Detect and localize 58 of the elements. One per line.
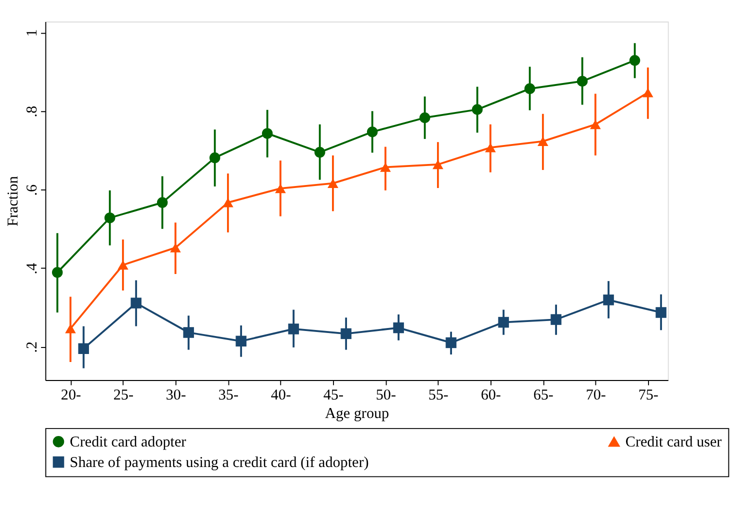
x-tick-label: 35- (218, 387, 238, 404)
point (170, 243, 181, 252)
point (52, 267, 63, 278)
point (262, 128, 273, 139)
point (65, 324, 76, 334)
point (432, 160, 444, 170)
x-tick-label: 45- (323, 387, 344, 404)
point (498, 316, 509, 328)
y-tick-label: .6 (24, 184, 40, 196)
point (576, 76, 588, 87)
point (209, 152, 220, 164)
point (236, 336, 246, 347)
legend-label: Credit card adopter (70, 434, 186, 450)
x-tick-label: 40- (270, 387, 291, 404)
point (538, 136, 548, 146)
y-tick-label: .4 (24, 262, 40, 274)
point (222, 198, 234, 208)
legend-label: Share of payments using a credit card (if adopter) (70, 454, 369, 471)
y-tick-label: .8 (24, 106, 40, 118)
x-tick-label: 75- (638, 387, 658, 404)
legend-label: Credit card user (625, 434, 722, 451)
point (275, 184, 286, 194)
x-tick-label: 20- (60, 387, 81, 404)
point (485, 142, 496, 152)
point (380, 162, 391, 172)
point (603, 294, 614, 306)
point (118, 260, 128, 270)
point (446, 337, 456, 348)
point (340, 328, 352, 340)
x-tick-label: 50- (376, 387, 396, 404)
x-tick-label: 25- (113, 387, 134, 404)
point (524, 83, 536, 94)
point (78, 343, 89, 354)
x-axis-title: Age group (325, 406, 390, 422)
x-tick-label: 55- (428, 387, 448, 404)
point (472, 104, 483, 115)
x-tick-label: 60- (480, 387, 501, 404)
point (629, 55, 640, 66)
x-tick-label: 65- (533, 387, 554, 404)
point (130, 298, 142, 308)
point (104, 212, 116, 224)
y-tick-label: 1 (24, 29, 40, 37)
point (550, 314, 562, 325)
point (656, 307, 666, 318)
point (328, 178, 338, 188)
point (314, 146, 326, 158)
point (366, 126, 378, 138)
point (419, 112, 430, 124)
point (156, 197, 168, 208)
x-tick-label: 30- (166, 387, 186, 404)
y-axis-title: Fraction (5, 176, 22, 226)
point (393, 322, 404, 334)
point (183, 327, 194, 338)
point (642, 88, 654, 98)
x-tick-label: 70- (586, 387, 606, 404)
y-tick-label: .2 (24, 341, 40, 353)
point (590, 120, 601, 130)
point (288, 324, 299, 334)
